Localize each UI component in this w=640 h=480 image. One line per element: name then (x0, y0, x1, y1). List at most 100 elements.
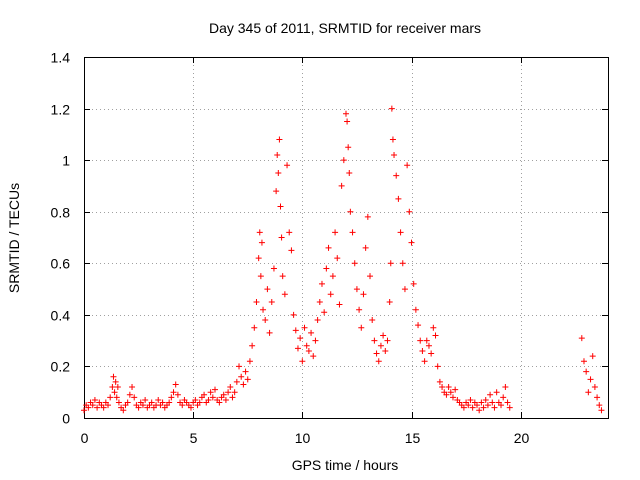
data-points (81, 105, 605, 414)
data-point (129, 384, 136, 391)
data-point (384, 337, 391, 344)
data-point (109, 384, 116, 391)
data-point (222, 396, 229, 403)
data-point (257, 273, 264, 280)
data-point (371, 337, 378, 344)
data-point (312, 337, 319, 344)
data-point (112, 378, 119, 385)
data-point (126, 391, 133, 398)
data-point (318, 280, 325, 287)
data-point (274, 151, 281, 158)
data-point (284, 162, 291, 169)
data-point (452, 386, 459, 393)
data-point (408, 239, 415, 246)
data-point (170, 389, 177, 396)
x-tick-label: 10 (295, 430, 311, 446)
data-point (336, 301, 343, 308)
data-point (275, 170, 282, 177)
data-point (506, 404, 513, 411)
data-point (187, 404, 194, 411)
data-point (179, 402, 186, 409)
data-point (583, 368, 590, 375)
data-point (332, 229, 339, 236)
x-tick-label: 15 (405, 430, 421, 446)
data-point (412, 306, 419, 313)
y-tick-label: 0.8 (51, 205, 71, 221)
data-point (591, 384, 598, 391)
data-point (585, 389, 592, 396)
data-point (278, 234, 285, 241)
data-point (303, 342, 310, 349)
data-point (281, 291, 288, 298)
data-point (131, 394, 138, 401)
data-point (362, 244, 369, 251)
data-point (212, 386, 218, 393)
data-point (351, 260, 358, 267)
data-point (216, 399, 223, 406)
data-point (430, 324, 437, 331)
data-point (85, 404, 92, 411)
x-tick-label: 20 (514, 430, 530, 446)
data-point (500, 394, 507, 401)
data-point (91, 396, 98, 403)
data-point (111, 389, 118, 396)
data-point (273, 188, 280, 195)
data-point (434, 363, 441, 370)
data-point (262, 317, 269, 324)
data-point (404, 162, 411, 169)
data-point (166, 399, 173, 406)
data-point (387, 260, 394, 267)
data-point (290, 311, 297, 318)
data-point (389, 136, 396, 143)
data-point (120, 407, 127, 414)
x-axis: 0 5 10 15 20 (81, 57, 530, 446)
data-point (229, 394, 236, 401)
data-point (305, 347, 312, 354)
data-point (356, 306, 363, 313)
data-point (139, 402, 146, 409)
data-point (340, 157, 347, 164)
data-point (345, 144, 352, 151)
data-point (276, 136, 283, 143)
data-point (242, 368, 249, 375)
data-point (460, 404, 467, 411)
data-point (266, 329, 273, 336)
y-axis-title: SRMTID / TECUs (6, 183, 22, 293)
data-point (589, 353, 596, 360)
data-point (279, 273, 286, 280)
data-point (478, 399, 485, 406)
y-tick-label: 1 (62, 153, 70, 169)
data-point (327, 291, 334, 298)
data-point (196, 399, 203, 406)
data-point (393, 172, 400, 179)
data-point (439, 384, 446, 391)
data-point (220, 391, 227, 398)
data-point (89, 402, 96, 409)
data-point (380, 332, 387, 339)
data-point (423, 337, 430, 344)
data-point (114, 384, 121, 391)
data-point (504, 399, 511, 406)
data-point (94, 404, 101, 411)
data-point (391, 151, 398, 158)
data-point (107, 394, 114, 401)
data-point (264, 286, 271, 293)
y-axis: 0 0.2 0.4 0.6 0.8 1 1.2 1.4 (51, 50, 608, 427)
data-point (294, 345, 301, 352)
data-point (353, 286, 360, 293)
data-point (594, 394, 601, 401)
data-point (115, 399, 122, 406)
data-point (395, 195, 402, 202)
data-point (493, 389, 500, 396)
data-point (476, 407, 483, 414)
data-point (240, 381, 247, 388)
data-point (598, 407, 605, 414)
data-point (205, 396, 212, 403)
data-point (236, 363, 243, 370)
data-point (373, 350, 380, 357)
data-point (251, 324, 258, 331)
data-point (192, 396, 199, 403)
data-point (344, 118, 351, 125)
data-point (299, 358, 306, 365)
